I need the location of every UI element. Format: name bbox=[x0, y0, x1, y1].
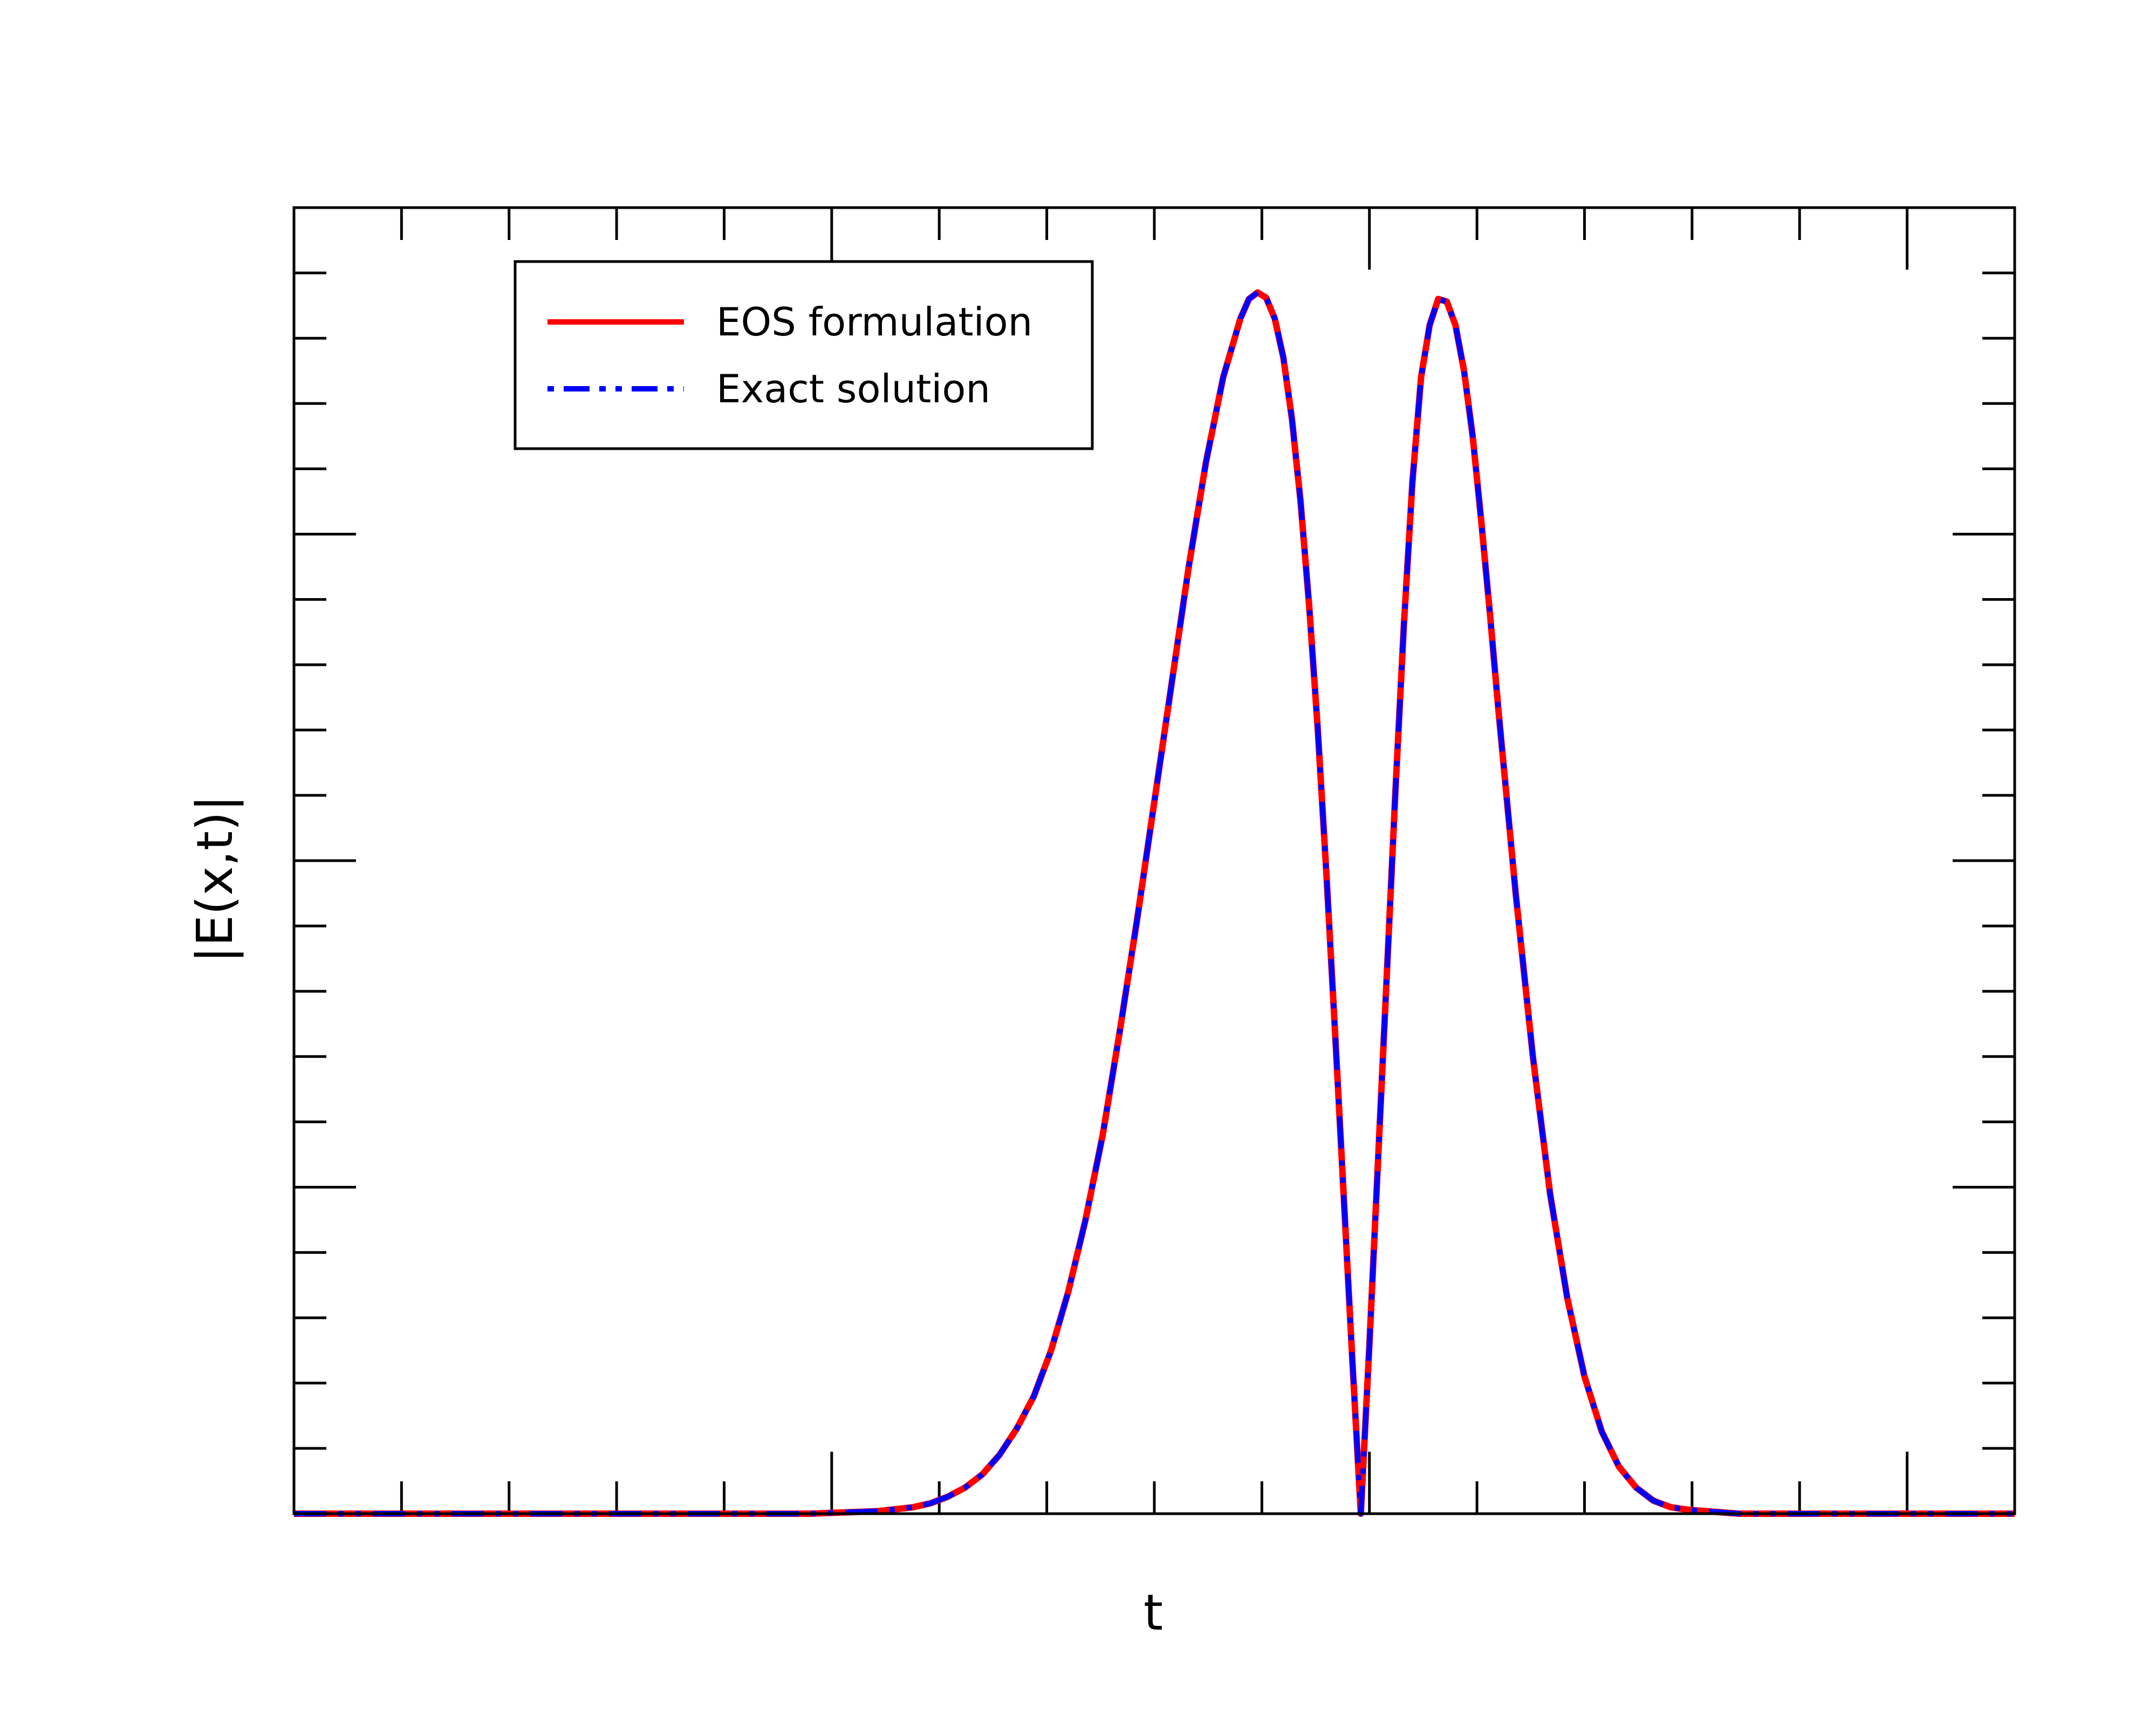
legend-label-exact: Exact solution bbox=[716, 366, 990, 411]
axis-ticks bbox=[294, 208, 2015, 1514]
plot-frame bbox=[292, 206, 2016, 1515]
legend-label-eos: EOS formulation bbox=[716, 299, 1032, 345]
y-axis-label: |E(x,t)| bbox=[186, 795, 244, 963]
plot-series bbox=[294, 289, 2015, 1517]
x-axis-label: t bbox=[1144, 1584, 1163, 1641]
legend: EOS formulation Exact solution bbox=[514, 260, 1094, 450]
legend-box bbox=[514, 260, 1094, 450]
series-line-1 bbox=[294, 290, 2015, 1516]
series-line-0 bbox=[294, 289, 2015, 1517]
